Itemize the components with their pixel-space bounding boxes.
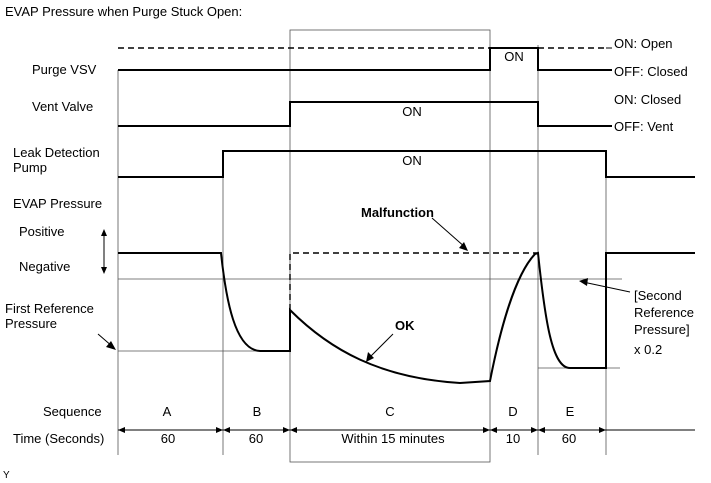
leak-pump-label-1: Leak Detection <box>13 145 100 160</box>
time-e-value: 60 <box>562 431 576 446</box>
pump-on-label: ON <box>402 153 422 168</box>
off-vent-label: OFF: Vent <box>614 119 674 134</box>
sequence-a-label: A <box>163 404 172 419</box>
purge-on-label: ON <box>504 49 524 64</box>
second-ref-label-4: x 0.2 <box>634 342 662 357</box>
second-ref-arrow <box>579 278 631 293</box>
corner-mark: Y <box>3 470 10 481</box>
evap-pressure-malfunction-path <box>289 252 538 310</box>
time-a-value: 60 <box>161 431 175 446</box>
second-ref-label-2: Reference <box>634 305 694 320</box>
positive-negative-arrow <box>101 229 107 274</box>
sequence-e-label: E <box>566 404 575 419</box>
sequence-c-box <box>289 29 491 463</box>
malfunction-arrow <box>431 217 468 251</box>
leak-pump-label-2: Pump <box>13 160 47 175</box>
ok-label: OK <box>395 318 415 333</box>
time-c-value: Within 15 minutes <box>341 431 445 446</box>
first-ref-label-2: Pressure <box>5 316 57 331</box>
first-ref-arrow <box>97 333 116 350</box>
leak-pump-signal <box>118 150 695 178</box>
purge-vsv-signal <box>118 47 612 71</box>
time-d-value: 10 <box>506 431 520 446</box>
on-open-label: ON: Open <box>614 36 673 51</box>
sequence-b-label: B <box>253 404 262 419</box>
sequence-row <box>118 427 695 433</box>
malfunction-label: Malfunction <box>361 205 434 220</box>
on-closed-label: ON: Closed <box>614 92 681 107</box>
sequence-label: Sequence <box>43 404 102 419</box>
vent-valve-signal <box>118 101 612 127</box>
vent-valve-label: Vent Valve <box>32 99 93 114</box>
positive-label: Positive <box>19 224 65 239</box>
negative-label: Negative <box>19 259 70 274</box>
sequence-d-label: D <box>508 404 517 419</box>
sequence-boundaries <box>117 45 607 455</box>
diagram-title: EVAP Pressure when Purge Stuck Open: <box>5 4 242 19</box>
time-label: Time (Seconds) <box>13 431 104 446</box>
vent-on-label: ON <box>402 104 422 119</box>
purge-vsv-label: Purge VSV <box>32 62 97 77</box>
sequence-c-label: C <box>385 404 394 419</box>
time-b-value: 60 <box>249 431 263 446</box>
ok-arrow <box>366 333 394 362</box>
evap-pressure-label: EVAP Pressure <box>13 196 102 211</box>
second-ref-label-1: [Second <box>634 288 682 303</box>
first-ref-label-1: First Reference <box>5 301 94 316</box>
off-closed-label: OFF: Closed <box>614 64 688 79</box>
evap-pressure-ok-curve <box>118 251 695 385</box>
second-ref-label-3: Pressure] <box>634 322 690 337</box>
